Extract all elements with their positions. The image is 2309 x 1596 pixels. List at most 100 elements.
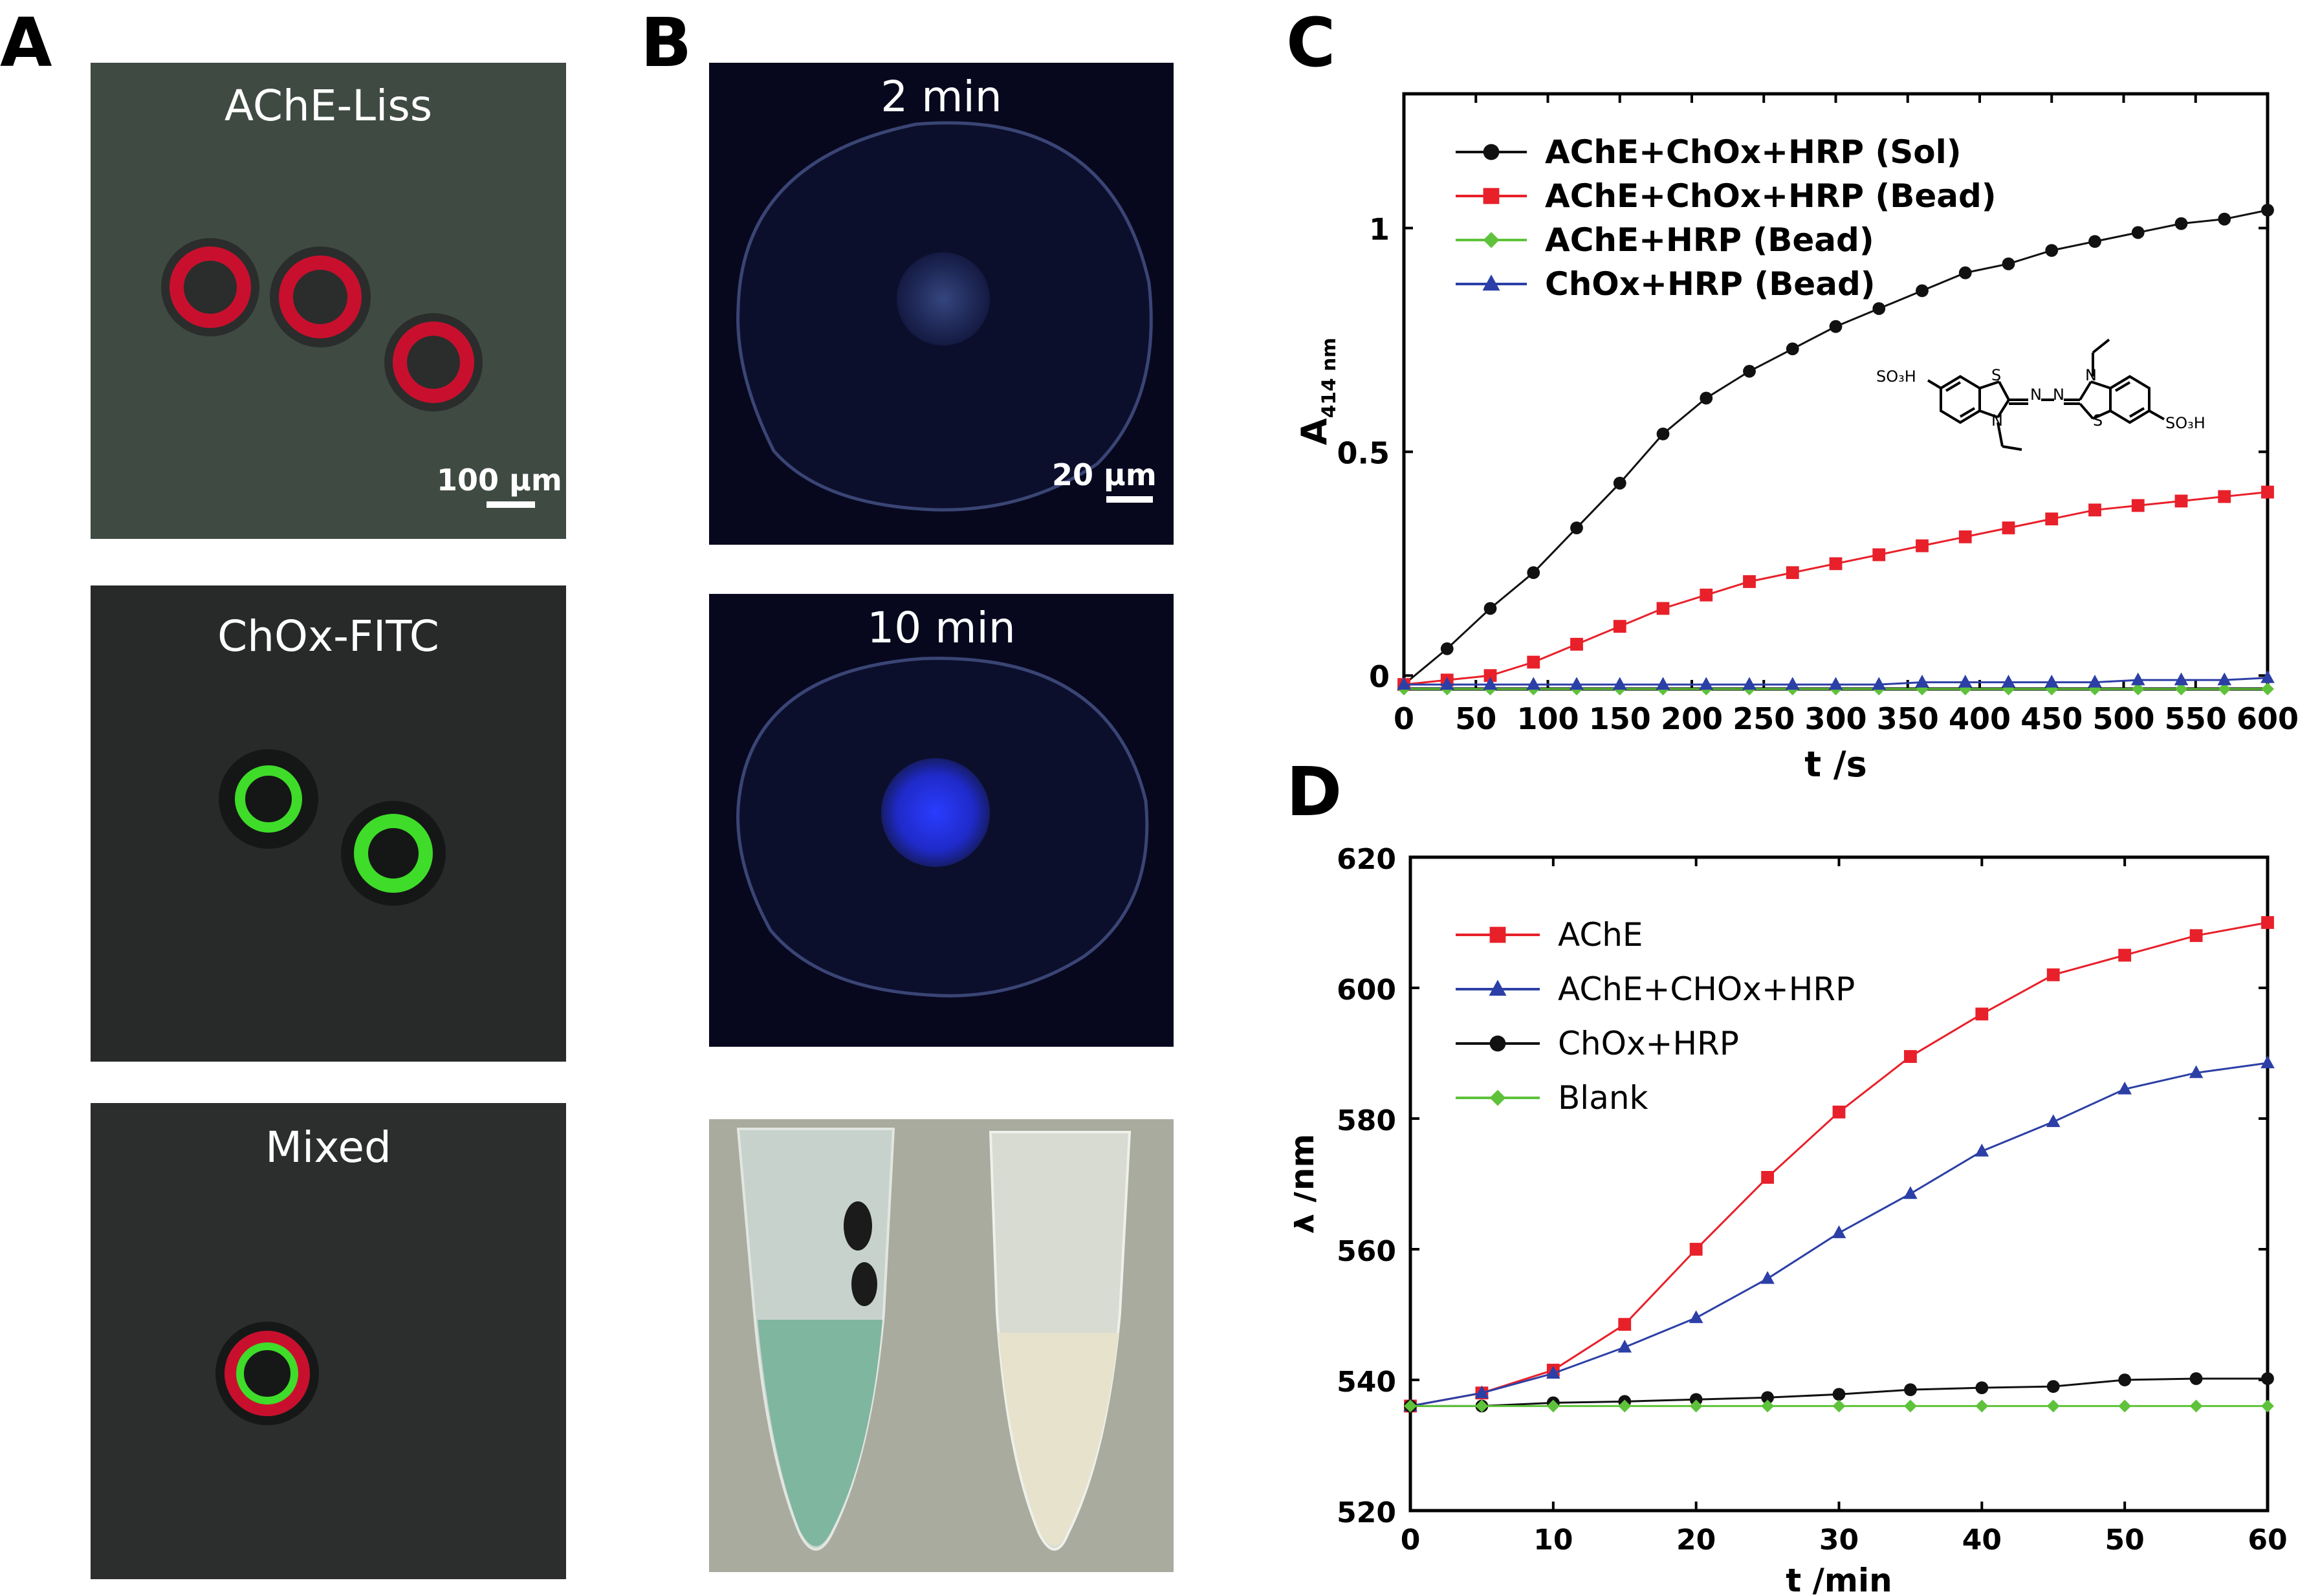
legend-entry: AChE+ChOx+HRP (Bead) <box>1456 177 1997 215</box>
micrograph-chox-fitc: ChOx-FITC <box>91 585 566 1062</box>
so3h-label: SO₃H <box>1876 367 1916 386</box>
x-tick-label: 500 <box>2092 701 2154 736</box>
tube-illustrations <box>736 1128 1132 1551</box>
y-tick-label: 1 <box>1369 212 1390 247</box>
data-point <box>2046 968 2060 981</box>
bead-image-2min: 2 min 20 μm <box>709 63 1174 545</box>
data-point <box>1689 1393 1703 1406</box>
y-tick-label: 540 <box>1337 1366 1396 1399</box>
data-point <box>2001 674 2016 688</box>
data-point <box>2189 1399 2203 1413</box>
data-point <box>2218 490 2231 503</box>
data-point <box>1439 677 1454 690</box>
data-point <box>1904 1383 1917 1397</box>
data-point <box>1440 642 1454 655</box>
micrograph-mixed: Mixed <box>91 1103 566 1579</box>
data-point <box>1613 620 1626 633</box>
x-tick-label: 200 <box>1661 701 1723 736</box>
sulfur-label: S <box>1991 366 2001 384</box>
legend-entry: AChE+HRP (Bead) <box>1456 221 1874 259</box>
data-point <box>2218 683 2231 695</box>
data-point <box>2218 212 2231 226</box>
data-point <box>2088 674 2102 688</box>
data-point <box>1489 1089 1506 1106</box>
data-point <box>2045 512 2059 526</box>
data-point <box>1975 1381 1989 1395</box>
data-point <box>1743 364 1756 378</box>
data-point <box>1689 1243 1703 1256</box>
series-ache-chox-hrp-bead- <box>1397 485 2274 691</box>
data-point <box>2174 672 2189 686</box>
data-point <box>1483 232 1500 248</box>
data-point <box>1785 677 1800 690</box>
data-point <box>1958 674 1973 688</box>
data-point <box>2046 1380 2060 1393</box>
data-point <box>2117 1081 2132 1095</box>
micrograph-title: Mixed <box>265 1122 391 1172</box>
x-tick-label: 350 <box>1877 701 1939 736</box>
micrograph-ache-liss: AChE-Liss 100 μm <box>91 63 566 539</box>
y-tick-label: 600 <box>1337 974 1396 1007</box>
bead-image-title: 2 min <box>881 72 1002 122</box>
data-point <box>1975 1399 1989 1413</box>
data-point <box>1786 566 1799 580</box>
data-point <box>1832 1388 1846 1401</box>
nitrogen-label: N <box>1991 411 2003 430</box>
data-point <box>2260 670 2275 683</box>
x-tick-label: 50 <box>2105 1524 2145 1557</box>
data-point <box>2261 683 2274 695</box>
panel-letter-b: B <box>640 3 692 82</box>
data-point <box>1832 1225 1846 1238</box>
x-tick-label: 400 <box>1949 701 2011 736</box>
data-point <box>1482 274 1500 291</box>
data-point <box>1656 677 1670 690</box>
data-point <box>2046 1399 2060 1413</box>
data-point <box>1483 677 1498 690</box>
y-tick-label: 0 <box>1369 659 1390 694</box>
x-tick-label: 450 <box>2020 701 2083 736</box>
x-tick-label: 0 <box>1401 1524 1421 1557</box>
so3h-label: SO₃H <box>2165 414 2205 432</box>
legend-entry: AChE <box>1456 916 1643 954</box>
data-point <box>2118 1399 2132 1413</box>
legend-entry: ChOx+HRP (Bead) <box>1456 265 1876 303</box>
data-point <box>2131 683 2145 695</box>
data-point <box>1761 1391 1774 1405</box>
data-point <box>1689 1310 1703 1324</box>
data-point <box>1872 302 1886 315</box>
data-point <box>2189 1065 2204 1078</box>
x-axis-label: t /min <box>1786 1562 1892 1595</box>
data-point <box>1483 188 1500 204</box>
x-tick-label: 30 <box>1819 1524 1859 1557</box>
series-chox-hrp-bead- <box>1397 670 2275 690</box>
data-point <box>2261 485 2274 499</box>
panel-letter-a: A <box>0 3 52 82</box>
legend-label: AChE+HRP (Bead) <box>1545 221 1874 259</box>
bead-illustrations <box>161 238 483 411</box>
data-point <box>2174 494 2188 508</box>
legend-entry: AChE+ChOx+HRP (Sol) <box>1456 133 1962 171</box>
data-point <box>1761 1171 1774 1184</box>
data-point <box>1916 284 1929 298</box>
y-tick-label: 520 <box>1337 1496 1396 1529</box>
micrograph-title: ChOx-FITC <box>217 611 439 661</box>
legend-label: ChOx+HRP <box>1558 1025 1739 1062</box>
x-tick-label: 20 <box>1676 1524 1716 1557</box>
y-tick-label: 620 <box>1337 843 1396 876</box>
data-point <box>2045 244 2059 257</box>
data-point <box>1903 1186 1918 1199</box>
data-point <box>2044 674 2059 688</box>
legend-label: AChE+ChOx+HRP (Sol) <box>1545 133 1962 171</box>
data-point <box>1832 1106 1846 1119</box>
data-point <box>1904 1050 1917 1063</box>
panel-letter-d: D <box>1286 752 1342 831</box>
nitrogen-label: N <box>2085 366 2097 384</box>
y-axis-label: λ /nm <box>1294 1133 1321 1234</box>
data-point <box>1527 655 1540 669</box>
scale-label: 20 μm <box>1052 457 1157 492</box>
data-point <box>1700 588 1713 602</box>
data-point <box>2260 1055 2275 1069</box>
data-point <box>1743 575 1756 588</box>
series-blank <box>1404 1399 2274 1413</box>
y-tick-label: 580 <box>1337 1104 1396 1137</box>
